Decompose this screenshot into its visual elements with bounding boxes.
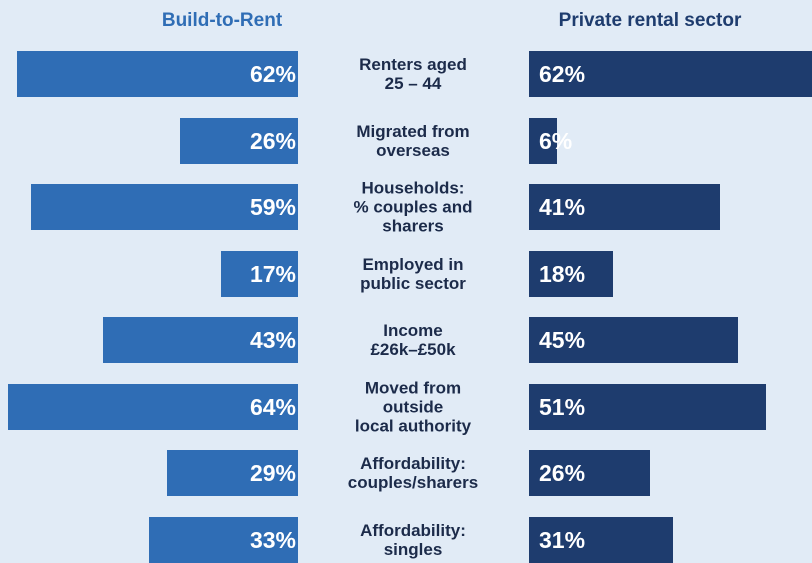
bar: [529, 516, 674, 563]
bar: [180, 117, 298, 164]
category-label: Employed in public sector: [360, 254, 466, 293]
value-label: 64%: [249, 393, 296, 420]
bar: [8, 383, 298, 430]
value-label: 26%: [539, 460, 586, 486]
value-label: 45%: [539, 327, 586, 353]
value-label: 6%: [539, 127, 573, 154]
value-label: 62%: [249, 61, 296, 87]
category-label: Income £26k–£50k: [370, 321, 456, 359]
bar: [529, 450, 650, 496]
bar: [148, 516, 298, 563]
value-label: 29%: [249, 460, 296, 486]
value-label: 41%: [539, 194, 586, 220]
bar: [220, 250, 298, 297]
category-label: Affordability: singles: [360, 520, 466, 559]
category-label: Migrated from overseas: [356, 121, 470, 160]
bar: [529, 51, 812, 97]
bar: [17, 51, 298, 97]
category-label: Renters aged 25 – 44: [359, 55, 467, 93]
category-label: Moved from outside local authority: [354, 378, 472, 435]
bar: [529, 117, 557, 164]
category-label: Affordability: couples/sharers: [347, 454, 479, 492]
bar: [166, 450, 298, 496]
right-series-title: Private rental sector: [558, 10, 742, 31]
value-label: 31%: [539, 526, 586, 553]
bar: [529, 317, 739, 363]
value-label: 26%: [249, 127, 296, 154]
category-label: Households: % couples and sharers: [353, 178, 473, 236]
left-series-title: Build-to-Rent: [161, 10, 283, 31]
bar: [529, 250, 613, 297]
value-label: 18%: [539, 260, 586, 287]
value-label: 33%: [249, 526, 296, 553]
bar: [30, 184, 298, 230]
bar: [529, 184, 720, 230]
value-label: 17%: [249, 260, 296, 287]
value-label: 59%: [249, 194, 296, 220]
value-label: 62%: [539, 61, 586, 87]
value-label: 43%: [249, 327, 296, 353]
value-label: 51%: [539, 393, 586, 420]
bar: [529, 383, 767, 430]
bar: [103, 317, 298, 363]
